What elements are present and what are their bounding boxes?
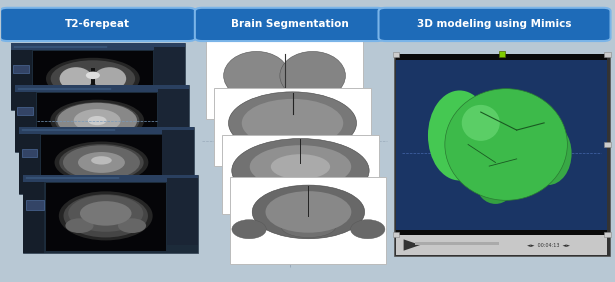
Ellipse shape [57,103,137,138]
FancyBboxPatch shape [605,142,611,147]
FancyBboxPatch shape [415,242,499,245]
FancyBboxPatch shape [605,232,611,237]
Ellipse shape [252,185,365,239]
Ellipse shape [88,116,106,125]
FancyBboxPatch shape [17,107,33,115]
Ellipse shape [250,145,351,188]
Ellipse shape [93,67,126,90]
FancyBboxPatch shape [393,232,399,237]
FancyBboxPatch shape [10,50,31,110]
Ellipse shape [65,218,93,233]
Ellipse shape [55,142,148,183]
FancyBboxPatch shape [378,8,611,41]
Ellipse shape [80,201,132,226]
FancyBboxPatch shape [19,127,194,134]
FancyBboxPatch shape [15,85,189,92]
Polygon shape [403,239,420,251]
Ellipse shape [50,100,144,142]
Ellipse shape [74,109,121,132]
FancyBboxPatch shape [158,89,189,146]
FancyBboxPatch shape [394,54,610,256]
Ellipse shape [224,51,289,100]
Ellipse shape [229,92,357,155]
Text: ◄►  00:04:13  ◄►: ◄► 00:04:13 ◄► [527,243,570,248]
FancyBboxPatch shape [393,52,399,57]
Text: 3D modeling using Mimics: 3D modeling using Mimics [418,19,572,29]
Ellipse shape [59,144,144,181]
FancyBboxPatch shape [207,41,363,119]
Ellipse shape [78,152,125,173]
FancyBboxPatch shape [396,230,608,235]
Ellipse shape [266,191,351,233]
FancyBboxPatch shape [396,54,608,60]
Ellipse shape [525,122,571,185]
FancyBboxPatch shape [23,182,44,253]
Ellipse shape [280,51,346,100]
FancyBboxPatch shape [19,127,194,194]
Ellipse shape [59,191,153,240]
FancyBboxPatch shape [46,183,166,251]
Ellipse shape [63,194,148,237]
Ellipse shape [63,145,140,180]
FancyBboxPatch shape [223,135,378,213]
FancyBboxPatch shape [195,8,384,41]
FancyBboxPatch shape [22,149,38,157]
FancyBboxPatch shape [19,134,40,194]
FancyBboxPatch shape [10,43,185,110]
FancyBboxPatch shape [26,200,44,210]
Ellipse shape [232,220,266,239]
FancyBboxPatch shape [10,43,185,50]
Ellipse shape [445,89,568,200]
FancyBboxPatch shape [605,52,611,57]
FancyBboxPatch shape [23,175,198,182]
Ellipse shape [242,99,343,147]
FancyBboxPatch shape [15,85,189,152]
Ellipse shape [46,58,140,100]
FancyBboxPatch shape [0,8,196,41]
Ellipse shape [91,156,112,164]
FancyBboxPatch shape [91,68,95,89]
FancyBboxPatch shape [396,235,608,255]
Ellipse shape [86,72,100,79]
Ellipse shape [50,60,135,97]
FancyBboxPatch shape [499,51,505,57]
Ellipse shape [68,195,143,232]
Ellipse shape [271,154,330,179]
FancyBboxPatch shape [215,88,371,166]
Ellipse shape [118,218,146,233]
FancyBboxPatch shape [154,47,185,103]
FancyBboxPatch shape [167,179,198,245]
Ellipse shape [477,164,515,204]
Ellipse shape [462,105,500,141]
FancyBboxPatch shape [33,51,153,109]
Ellipse shape [428,91,491,180]
Text: Brain Segmentation: Brain Segmentation [231,19,348,29]
Ellipse shape [60,67,92,90]
FancyBboxPatch shape [15,92,36,152]
Ellipse shape [351,220,385,239]
Ellipse shape [55,102,140,139]
FancyBboxPatch shape [23,175,198,253]
Ellipse shape [281,216,336,237]
FancyBboxPatch shape [231,177,386,264]
Ellipse shape [232,138,369,203]
FancyBboxPatch shape [162,130,194,187]
Text: T2-6repeat: T2-6repeat [65,19,130,29]
FancyBboxPatch shape [37,93,157,151]
FancyBboxPatch shape [396,54,608,235]
FancyBboxPatch shape [13,65,29,73]
FancyBboxPatch shape [41,135,162,193]
